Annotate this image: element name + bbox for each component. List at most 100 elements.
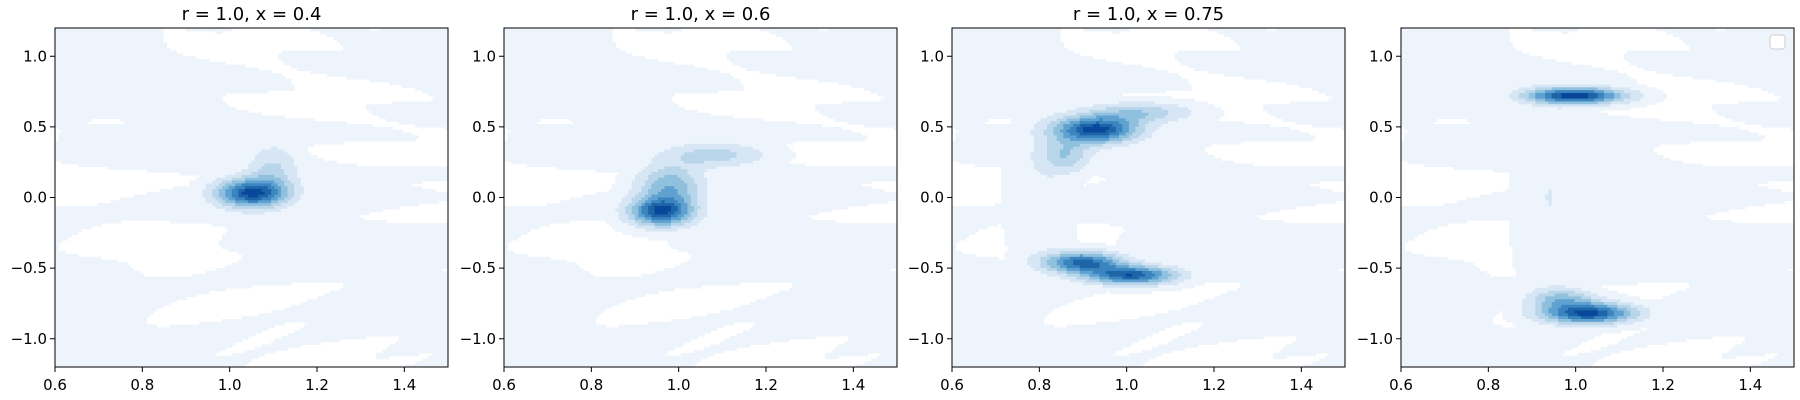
contour-cell: [1751, 364, 1794, 367]
contour-cell: [667, 242, 897, 247]
contour-cell: [952, 225, 989, 230]
contour-cell: [225, 231, 448, 235]
contour-cell: [307, 299, 448, 303]
contour-cell: [1240, 44, 1345, 49]
contour-cell: [1548, 203, 1553, 207]
contour-cell: [638, 208, 643, 213]
contour-cell: [1604, 92, 1615, 97]
contour-cell: [369, 109, 448, 114]
contour-cell: [1617, 341, 1667, 345]
contour-cell: [238, 194, 249, 199]
contour-cell: [189, 183, 207, 187]
contour-cell: [687, 186, 698, 190]
contour-cell: [1240, 285, 1345, 289]
contour-cell: [1050, 256, 1061, 261]
contour-cell: [723, 338, 790, 343]
contour-cell: [697, 211, 708, 216]
contour-cell: [225, 194, 233, 199]
x-tick-label: 1.2: [1202, 376, 1226, 394]
contour-cell: [1240, 282, 1345, 286]
contour-cell: [1276, 28, 1345, 32]
contour-cell: [1512, 245, 1794, 249]
contour-cell: [680, 203, 688, 207]
contour-cell: [1401, 273, 1491, 278]
contour-cell: [415, 124, 448, 128]
contour-cell: [1574, 290, 1592, 295]
contour-cell: [1672, 33, 1794, 38]
contour-cell: [952, 313, 1048, 317]
contour-cell: [1060, 256, 1071, 261]
contour-cell: [1079, 124, 1094, 128]
contour-cell: [703, 347, 738, 351]
contour-cell: [1191, 276, 1345, 281]
contour-cell: [739, 64, 897, 69]
contour-cell: [1561, 30, 1569, 35]
contour-cell: [1423, 163, 1703, 168]
contour-cell: [1122, 138, 1133, 142]
contour-cell: [1535, 299, 1546, 303]
contour-cell: [700, 220, 836, 224]
contour-cell: [1099, 265, 1117, 269]
contour-cell: [1125, 132, 1133, 136]
contour-cell: [792, 285, 897, 289]
contour-cell: [952, 121, 986, 125]
contour-cell: [1040, 270, 1058, 275]
contour-cell: [55, 90, 269, 94]
contour-cell: [952, 318, 1045, 323]
contour-cell: [55, 265, 131, 269]
contour-cell: [952, 254, 976, 258]
contour-cell: [510, 129, 852, 134]
contour-cell: [952, 358, 1150, 362]
y-tick-label: 1.0: [23, 47, 47, 65]
contour-cell: [1046, 126, 1055, 131]
contour-cell: [1053, 174, 1094, 179]
contour-cell: [1643, 92, 1667, 97]
contour-cell: [300, 194, 448, 199]
contour-cell: [504, 287, 675, 292]
contour-cell: [504, 293, 646, 297]
contour-cell: [618, 172, 639, 176]
contour-cell: [1466, 197, 1546, 201]
contour-cell: [1545, 299, 1556, 303]
contour-cell: [664, 200, 679, 204]
contour-cell: [1109, 138, 1123, 142]
contour-cell: [339, 287, 448, 292]
contour-cell: [179, 172, 236, 176]
contour-cell: [1401, 304, 1523, 309]
contour-cell: [1168, 109, 1192, 114]
contour-cell: [55, 44, 167, 49]
contour-cell: [1587, 95, 1599, 100]
contour-cell: [1401, 61, 1572, 66]
contour-cell: [762, 155, 797, 159]
contour-cell: [648, 321, 734, 326]
contour-cell: [1138, 121, 1150, 125]
contour-cell: [952, 33, 1061, 38]
contour-cell: [300, 177, 448, 182]
contour-cell: [1128, 143, 1212, 148]
contour-cell: [1073, 259, 1094, 264]
contour-cell: [644, 203, 652, 207]
contour-cell: [55, 118, 92, 122]
contour-cell: [952, 95, 1173, 100]
contour-cell: [507, 135, 869, 139]
contour-cell: [1401, 33, 1510, 38]
contour-cell: [228, 248, 448, 252]
contour-cell: [1685, 287, 1794, 292]
contour-cell: [1007, 245, 1345, 249]
contour-cell: [58, 132, 413, 136]
contour-cell: [1122, 141, 1140, 145]
contour-cell: [729, 149, 761, 153]
contour-cell: [952, 92, 1123, 97]
contour-cell: [55, 268, 135, 272]
contour-cell: [687, 251, 897, 255]
contour-cell: [1731, 118, 1794, 122]
contour-cell: [1554, 324, 1618, 329]
contour-cell: [1105, 129, 1117, 134]
contour-cell: [1401, 101, 1520, 105]
contour-cell: [641, 169, 659, 173]
contour-cell: [654, 180, 685, 184]
contour-cell: [284, 172, 298, 176]
contour-cell: [729, 50, 897, 55]
contour-cell: [1187, 107, 1222, 111]
contour-cell: [952, 287, 1182, 292]
